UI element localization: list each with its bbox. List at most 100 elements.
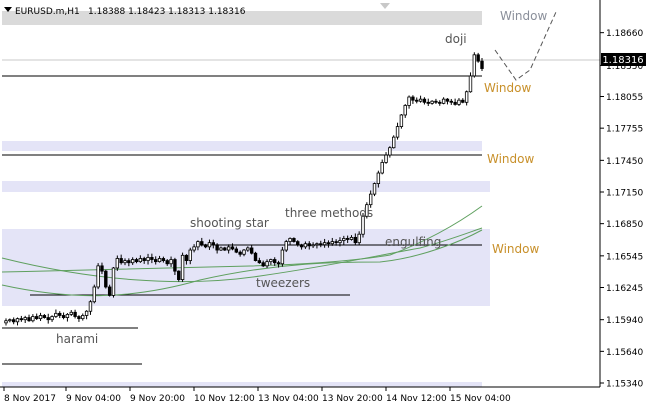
candle-body [338,240,342,244]
candle-body [434,100,438,103]
candle-body [196,241,200,248]
candle-body [138,258,143,263]
candle-body [472,54,477,77]
candle-body [403,105,407,116]
candle-body [215,244,219,251]
candle-body [111,267,116,296]
candle-body [134,259,139,263]
candle-body [357,233,361,244]
candle-body [365,204,369,217]
candle-body [230,246,235,250]
candle-body [292,238,296,242]
chart-shift-marker[interactable] [380,3,390,9]
candle-body [130,259,135,264]
candle-body [180,254,185,280]
candle-body [284,241,288,251]
candle-body [211,242,215,246]
candle-body [376,172,381,184]
candle-body [319,243,323,246]
candle-body [104,270,108,288]
candle-body [127,260,131,264]
candle-body [4,320,8,324]
window-zone-lower [2,229,490,306]
time-axis[interactable]: 8 Nov 2017 9 Nov 04:00 9 Nov 20:00 10 Nov 1… [3,387,511,404]
price-tick-label: 1.17450 [606,157,643,167]
candle-body [353,236,358,244]
label-shooting-star: shooting star [190,216,269,230]
candle-body [392,136,396,149]
candle-body [441,98,446,104]
candle-body [457,99,461,105]
candle-body [23,317,27,321]
moving-average-fast [1,205,483,273]
current-price-tag [601,53,646,66]
price-axis[interactable]: 1.18660 1.18350 1.18055 1.17755 1.17450 1.171… [600,29,643,390]
candle-body [422,98,427,103]
label-window-4: Window [492,242,540,256]
candle-body [54,312,58,317]
candle-body [96,265,100,288]
candle-body [388,147,392,156]
candle-body [223,247,227,251]
candle-body [464,91,469,103]
candle-body [11,319,16,323]
symbol-label[interactable]: EURUSD.m,H1 [15,7,80,17]
candle-body [246,247,250,251]
candle-body [368,193,373,206]
candle-body [303,243,308,248]
candle-body [38,315,43,320]
ohlc-readout: 1.18388 1.18423 1.18313 1.18316 [88,7,246,17]
candle-body [192,246,196,251]
label-tweezers: tweezers [256,276,310,290]
candle-body [169,259,173,265]
candle-body [384,154,388,163]
window-zone-middle [2,181,490,192]
candle-body [242,249,246,255]
candle-body [88,301,93,312]
candle-body [161,258,166,261]
candle-body [330,241,334,245]
price-tick-label: 1.17755 [606,125,643,135]
candle-body [430,100,434,104]
candle-body [42,315,47,318]
price-tick-label: 1.18350 [606,62,643,72]
candle-body [372,183,377,195]
candle-body [395,126,400,138]
time-tick-label: 15 Nov 04:00 [450,394,511,404]
candle-body [50,316,54,321]
price-tick-label: 1.17150 [606,189,643,199]
candle-body [154,259,158,263]
candle-body [219,247,223,251]
candle-body [69,311,73,315]
symbol-dropdown-icon[interactable] [4,7,12,12]
price-tick-label: 1.15640 [606,348,643,358]
candle-body [73,311,77,317]
candlestick-series [4,52,484,326]
candle-body [142,258,146,261]
time-tick-label: 14 Nov 12:00 [386,394,447,404]
candle-body [234,248,239,253]
candle-body [27,317,31,322]
candle-body [107,286,112,296]
candle-body [165,260,169,265]
candle-body [411,96,415,101]
candle-body [415,99,419,102]
candle-body [207,242,212,248]
candle-body [58,312,62,316]
candle-body [184,254,189,261]
candle-body [226,246,231,251]
candle-body [468,75,473,93]
candle-body [480,60,484,69]
candle-body [445,98,450,102]
candle-body [115,258,120,269]
current-price-tag-text: 1.18316 [602,55,643,66]
bottom-zone [2,382,482,387]
price-tick-label: 1.16545 [606,252,643,262]
candle-body [100,265,104,272]
candle-body [31,316,35,322]
window-zone-top [2,11,482,25]
label-window-top: Window [500,9,548,23]
